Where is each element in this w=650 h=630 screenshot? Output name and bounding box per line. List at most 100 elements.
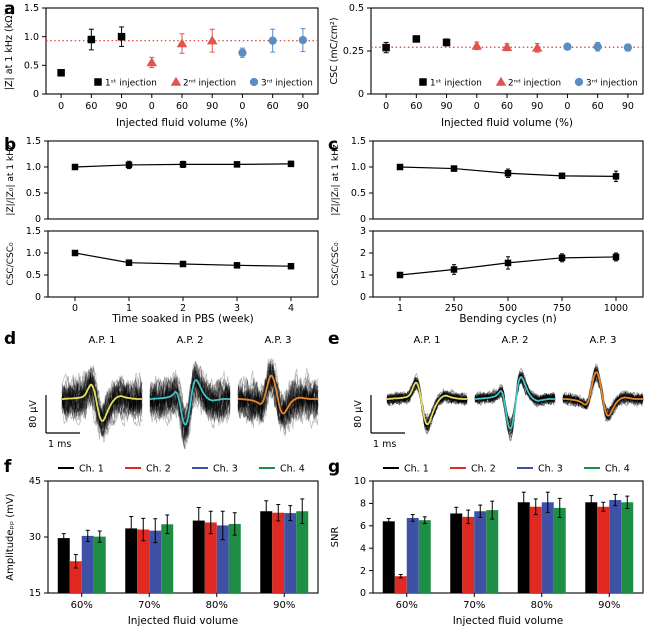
- svg-text:30: 30: [29, 532, 41, 543]
- svg-text:0: 0: [358, 89, 364, 100]
- svg-text:60: 60: [592, 101, 604, 112]
- svg-text:8: 8: [360, 499, 366, 510]
- panel-d-spikes-chart: A.P. 1 A.P. 2 A.P. 3 80 μV 1 ms: [28, 335, 319, 450]
- svg-text:60%: 60%: [71, 600, 93, 611]
- svg-text:SNR: SNR: [330, 527, 341, 548]
- svg-text:1.0: 1.0: [24, 32, 39, 43]
- svg-text:Injected fluid volume (%): Injected fluid volume (%): [116, 117, 248, 129]
- svg-text:0: 0: [35, 292, 41, 303]
- svg-text:3: 3: [234, 303, 240, 314]
- svg-text:0.5: 0.5: [349, 3, 364, 14]
- svg-text:10: 10: [354, 476, 366, 487]
- panel-letter-a: a: [4, 0, 16, 19]
- svg-text:Amplitudeₚₚ (mV): Amplitudeₚₚ (mV): [5, 493, 16, 580]
- svg-text:CSC/CSC₀: CSC/CSC₀: [331, 242, 341, 286]
- svg-text:0.5: 0.5: [26, 270, 41, 281]
- svg-text:3: 3: [360, 226, 366, 237]
- panel-f-amplitude-chart: 15 30 45 Amplitudeₚₚ (mV) 60% 70% 80% 90% Inject…: [5, 464, 319, 627]
- panel-b-pbs-chart: 0 0.5 1.0 1.5 |Z|/|Z₀| at 1 kHz 0 0.5 1.0 1.5 CSC…: [6, 136, 319, 325]
- svg-text:0: 0: [58, 101, 64, 112]
- panel-g-snr-chart: 0 2 4 6 8 10 SNR 60% 70% 80% 90% Injected fluid vol…: [330, 464, 644, 627]
- svg-text:1: 1: [126, 303, 132, 314]
- svg-text:60: 60: [85, 101, 97, 112]
- svg-text:0: 0: [239, 101, 245, 112]
- svg-text:2ⁿᵈ injection: 2ⁿᵈ injection: [183, 79, 236, 89]
- svg-text:Ch. 1: Ch. 1: [404, 464, 429, 475]
- svg-text:Injected fluid volume: Injected fluid volume: [453, 615, 564, 627]
- svg-text:0: 0: [360, 292, 366, 303]
- panel-letter-e: e: [328, 329, 340, 349]
- svg-text:70%: 70%: [463, 600, 485, 611]
- panel-letter-b: b: [4, 135, 17, 155]
- svg-text:1: 1: [397, 303, 403, 314]
- svg-text:1.0: 1.0: [351, 162, 366, 173]
- svg-text:0: 0: [383, 101, 389, 112]
- svg-text:6: 6: [360, 521, 366, 532]
- svg-text:90: 90: [297, 101, 309, 112]
- svg-text:A.P. 1: A.P. 1: [413, 335, 440, 346]
- svg-text:0: 0: [33, 89, 39, 100]
- svg-text:4: 4: [288, 303, 294, 314]
- svg-text:3ʳᵈ injection: 3ʳᵈ injection: [586, 79, 638, 89]
- svg-text:3ʳᵈ injection: 3ʳᵈ injection: [261, 79, 313, 89]
- svg-text:Ch. 3: Ch. 3: [538, 464, 563, 475]
- svg-text:Injected fluid volume: Injected fluid volume: [128, 615, 239, 627]
- svg-text:750: 750: [553, 303, 571, 314]
- svg-text:250: 250: [445, 303, 463, 314]
- svg-text:1: 1: [360, 270, 366, 281]
- svg-text:1000: 1000: [604, 303, 628, 314]
- svg-text:Ch. 1: Ch. 1: [79, 464, 104, 475]
- panel-letter-d: d: [4, 329, 17, 349]
- svg-text:500: 500: [499, 303, 517, 314]
- svg-text:|Z|/|Z₀| at 1 kHz: |Z|/|Z₀| at 1 kHz: [6, 144, 16, 215]
- panel-letter-c: c: [328, 135, 339, 155]
- svg-text:70%: 70%: [138, 600, 160, 611]
- svg-text:90%: 90%: [273, 600, 295, 611]
- svg-text:1.5: 1.5: [26, 226, 41, 237]
- svg-text:1.0: 1.0: [26, 248, 41, 259]
- svg-text:Ch. 2: Ch. 2: [146, 464, 171, 475]
- svg-text:A.P. 3: A.P. 3: [589, 335, 616, 346]
- svg-text:60: 60: [501, 101, 513, 112]
- svg-text:60: 60: [410, 101, 422, 112]
- svg-text:2: 2: [360, 566, 366, 577]
- svg-text:Ch. 4: Ch. 4: [280, 464, 305, 475]
- svg-text:90: 90: [622, 101, 634, 112]
- svg-text:1 ms: 1 ms: [373, 439, 396, 450]
- panel-a-impedance-chart: 0 0.5 1.0 1.5 0 60 90 0 60 90 0 60 90 Injected fluid …: [4, 3, 319, 129]
- svg-text:0: 0: [35, 214, 41, 225]
- svg-text:A.P. 1: A.P. 1: [88, 335, 115, 346]
- svg-text:Ch. 3: Ch. 3: [213, 464, 238, 475]
- svg-text:Ch. 2: Ch. 2: [471, 464, 496, 475]
- svg-text:80%: 80%: [531, 600, 553, 611]
- svg-text:|Z| at 1 kHz (kΩ): |Z| at 1 kHz (kΩ): [4, 12, 15, 90]
- svg-text:80 μV: 80 μV: [28, 400, 39, 428]
- svg-text:60: 60: [176, 101, 188, 112]
- svg-text:60%: 60%: [396, 600, 418, 611]
- svg-text:1.5: 1.5: [351, 136, 366, 147]
- svg-text:Ch. 4: Ch. 4: [605, 464, 630, 475]
- panel-a-csc-chart: 0 0.25 0.5 0 60 90 0 60 90 0 60 90 Injected fluid vo…: [329, 3, 644, 129]
- svg-text:0: 0: [72, 303, 78, 314]
- svg-text:0: 0: [474, 101, 480, 112]
- svg-text:0.5: 0.5: [26, 188, 41, 199]
- svg-text:Injected fluid volume (%): Injected fluid volume (%): [441, 117, 573, 129]
- svg-text:4: 4: [360, 543, 366, 554]
- svg-text:Bending cycles (n): Bending cycles (n): [459, 313, 556, 325]
- svg-text:2: 2: [180, 303, 186, 314]
- svg-text:1 ms: 1 ms: [48, 439, 71, 450]
- svg-text:90: 90: [206, 101, 218, 112]
- svg-text:80%: 80%: [206, 600, 228, 611]
- svg-text:80 μV: 80 μV: [353, 400, 364, 428]
- svg-text:45: 45: [29, 476, 41, 487]
- svg-text:90: 90: [116, 101, 128, 112]
- svg-text:0: 0: [149, 101, 155, 112]
- svg-text:2: 2: [360, 248, 366, 259]
- svg-text:0: 0: [360, 588, 366, 599]
- svg-text:0.25: 0.25: [343, 46, 364, 57]
- svg-text:Time soaked in PBS (week): Time soaked in PBS (week): [111, 313, 254, 325]
- svg-text:1.5: 1.5: [26, 136, 41, 147]
- svg-text:CSC/CSC₀: CSC/CSC₀: [6, 242, 16, 286]
- svg-text:0: 0: [564, 101, 570, 112]
